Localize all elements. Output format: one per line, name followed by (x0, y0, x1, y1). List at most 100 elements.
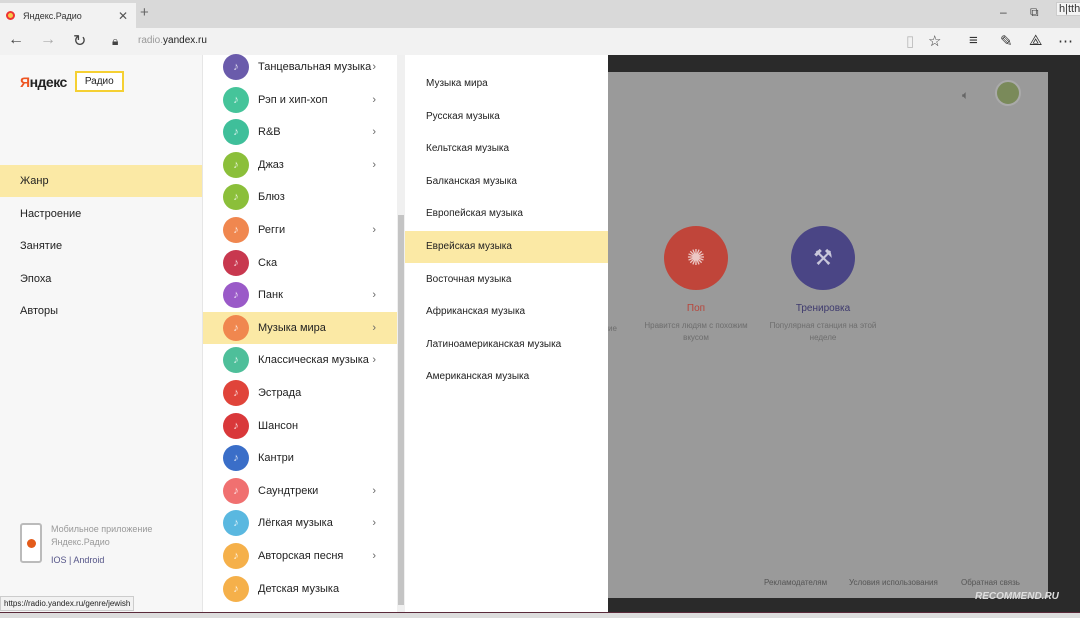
app-promo-text: Мобильное приложение Яндекс.Радио (51, 524, 153, 547)
genre-label: Лёгкая музыка (258, 517, 333, 530)
genre-item[interactable]: ♪ Блюз (203, 181, 398, 213)
genre-icon: ♪ (223, 445, 249, 472)
genre-icon: ♪ (223, 151, 249, 178)
phone-icon (20, 523, 42, 563)
genre-icon: ♪ (223, 54, 249, 80)
genre-item[interactable]: ♪ Танцевальная музыка › (203, 51, 398, 83)
subgenre-item[interactable]: Музыка мира (426, 78, 488, 89)
chevron-right-icon: › (372, 93, 376, 106)
genre-item[interactable]: ♪ Эстрада (203, 377, 398, 409)
category-item[interactable]: Авторы (20, 305, 58, 318)
tooltip: h|tth (1056, 2, 1080, 16)
subgenre-item[interactable]: Европейская музыка (426, 208, 523, 220)
genre-label: Классическая музыка (258, 354, 369, 367)
avatar[interactable] (995, 80, 1021, 106)
back-icon[interactable]: ← (8, 31, 24, 48)
android-link[interactable]: Android (73, 555, 105, 565)
genre-item[interactable]: ♪ Панк › (203, 279, 398, 311)
subgenre-item[interactable]: Восточная музыка (426, 273, 512, 285)
chevron-right-icon: › (372, 224, 376, 236)
category-item[interactable]: Жанр (0, 165, 202, 197)
genre-item[interactable]: ♪ Кантри (203, 442, 398, 474)
minimize-button[interactable]: – (1000, 5, 1007, 19)
genre-item[interactable]: ♪ Рэп и хип-хоп › (203, 84, 398, 116)
genre-label: Шансон (258, 419, 299, 432)
genre-icon: ♪ (223, 217, 249, 243)
lollipop-icon[interactable]: ✺ (664, 226, 728, 290)
genre-item[interactable]: ♪ Шансон (203, 410, 398, 442)
genre-icon: ♪ (223, 86, 249, 113)
subgenre-item[interactable]: Русская музыка (426, 110, 500, 122)
genre-item[interactable]: ♪ Музыка мира › (203, 311, 398, 344)
genre-item[interactable]: ♪ Регги › (203, 214, 398, 246)
genre-item[interactable]: ♪ Классическая музыка › (203, 344, 398, 376)
genre-icon: ♪ (223, 347, 249, 374)
restore-button[interactable]: ⧉ (1030, 5, 1039, 19)
forward-icon[interactable]: → (40, 31, 56, 48)
genre-icon: ♪ (223, 510, 249, 537)
genre-icon: ♪ (223, 412, 249, 439)
new-tab-button[interactable]: + (140, 4, 149, 21)
logo[interactable]: Яндекс Радио (20, 71, 124, 92)
share-icon[interactable]: ⟁ (1029, 32, 1043, 49)
category-item[interactable]: Настроение (20, 207, 82, 220)
feedback-link[interactable]: Обратная связь (961, 578, 1020, 587)
genre-item[interactable]: ♪ Авторская песня › (203, 540, 398, 572)
genre-label: Панк (258, 289, 283, 302)
genre-label: Эстрада (258, 387, 302, 399)
subgenre-item[interactable]: Балканская музыка (426, 175, 517, 187)
genre-item[interactable]: ♪ Лёгкая музыка › (203, 507, 398, 539)
ios-link[interactable]: IOS (51, 555, 67, 565)
genre-scrollbar[interactable] (397, 55, 405, 612)
url-prefix: radio. (138, 35, 164, 46)
genre-icon: ♪ (223, 477, 249, 504)
volume-icon[interactable]: 🔈︎ (962, 88, 970, 102)
browser-tab[interactable]: Яндекс.Радио ✕ (0, 3, 136, 28)
genre-icon: ♪ (223, 575, 249, 602)
genre-item[interactable]: ♪ Детская музыка (203, 573, 398, 605)
station-description: Популярная станция на этой неделе (769, 321, 877, 342)
chevron-right-icon: › (372, 158, 376, 171)
station-card[interactable]: ⚒ Тренировка Популярная станция на этой не… (758, 226, 888, 344)
subgenre-item[interactable]: Кельтская музыка (426, 143, 510, 155)
web-note-icon[interactable]: ✎ (1000, 33, 1013, 50)
genre-item[interactable]: ♪ Джаз › (203, 149, 398, 181)
subgenre-item[interactable]: Латиноамериканская музыка (426, 338, 562, 350)
genre-item[interactable]: ♪ Ска (203, 247, 398, 279)
status-bar-url: https://radio.yandex.ru/genre/jewish (0, 596, 135, 611)
station-card[interactable]: ✺ Поп Нравится людям с похожим вкусом (631, 226, 761, 344)
genre-label: Авторская песня (258, 550, 344, 562)
chevron-right-icon: › (372, 289, 376, 302)
advertisers-link[interactable]: Рекламодателям (764, 578, 828, 587)
terms-link[interactable]: Условия использования (849, 578, 938, 587)
category-item[interactable]: Эпоха (20, 272, 52, 285)
category-item[interactable]: Занятие (20, 240, 63, 253)
genre-icon: ♪ (223, 282, 249, 309)
close-tab-icon[interactable]: ✕ (117, 8, 128, 23)
chevron-right-icon: › (372, 126, 376, 139)
main-content-dimmed: 🔈︎ ие ✺ Поп Нравится людям с похожим вкусо… (608, 72, 1048, 598)
subgenre-item[interactable]: Американская музыка (426, 371, 530, 383)
subgenre-item[interactable]: Африканская музыка (426, 306, 526, 318)
genre-label: Музыка мира (258, 321, 326, 334)
scrollbar-thumb[interactable] (398, 215, 404, 605)
hub-icon[interactable]: ≡ (969, 32, 978, 49)
refresh-icon[interactable]: ↻ (73, 33, 87, 50)
url-field[interactable]: radio.yandex.ru (138, 35, 207, 46)
watermark: RECOMMEND.RU (975, 591, 1059, 602)
genre-label: R&B (258, 126, 281, 139)
favorite-star-icon[interactable]: ☆ (928, 33, 942, 50)
more-icon[interactable]: ⋯ (1058, 33, 1073, 50)
chevron-right-icon: › (372, 354, 376, 367)
genre-icon: ♪ (223, 119, 249, 146)
chevron-right-icon: › (372, 484, 376, 497)
reading-view-icon[interactable]: ▯ (906, 33, 915, 50)
genre-item[interactable]: ♪ R&B › (203, 116, 398, 148)
genre-label: Джаз (258, 158, 284, 171)
subgenre-list: Музыка мира Русская музыка Кельтская музык… (405, 55, 608, 612)
genre-item[interactable]: ♪ Саундтреки › (203, 475, 398, 507)
dumbbell-icon[interactable]: ⚒ (791, 226, 855, 290)
genre-label: Саундтреки (258, 484, 319, 497)
genre-label: Рэп и хип-хоп (258, 93, 328, 106)
subgenre-item[interactable]: Еврейская музыка (405, 231, 608, 263)
